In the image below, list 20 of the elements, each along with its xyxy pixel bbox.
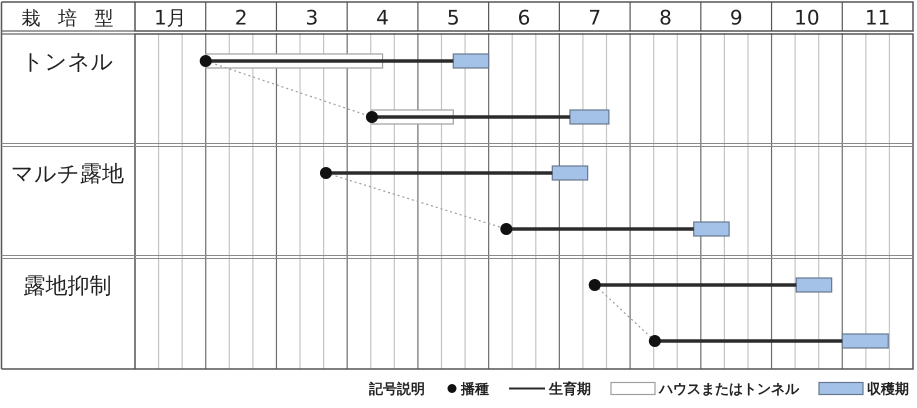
legend-label: 生育期 xyxy=(548,380,591,398)
x-tick-label: 8 xyxy=(659,6,672,30)
legend-title: 記号説明 xyxy=(368,380,425,398)
y-tick-label: トンネル xyxy=(22,50,114,75)
x-tick-label: 5 xyxy=(446,6,460,30)
x-tick-label: 7 xyxy=(588,6,602,30)
x-tick-label: 10 xyxy=(794,6,820,30)
legend-label: 収穫期 xyxy=(867,382,909,398)
x-tick-label: 9 xyxy=(730,6,743,30)
y-axis-title: 栽培型 xyxy=(22,8,114,30)
legend-label: 播種 xyxy=(460,382,489,398)
y-tick-label: 露地抑制 xyxy=(24,274,112,299)
x-tick-label: 1月 xyxy=(154,6,187,30)
x-tick-label: 6 xyxy=(518,6,530,30)
x-tick-label: 2 xyxy=(234,6,248,30)
y-tick-label: マルチ露地 xyxy=(11,162,124,187)
x-tick-label: 3 xyxy=(305,6,318,30)
x-tick-label: 11 xyxy=(864,6,890,30)
x-tick-label: 4 xyxy=(376,6,389,30)
legend-label: ハウスまたはトンネル xyxy=(658,382,800,398)
